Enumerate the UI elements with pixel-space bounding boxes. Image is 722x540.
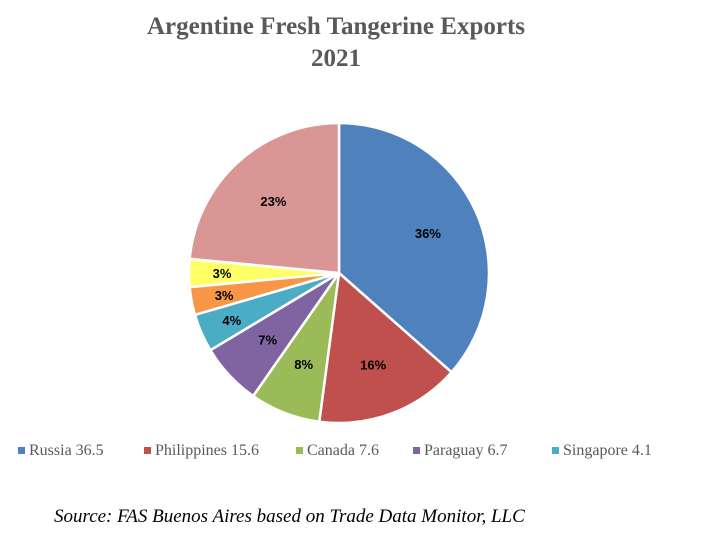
pie-labels: 36% 16% 8% 7% 4% 3% 3% 23%	[213, 194, 442, 372]
legend-item-philippines: Philippines 15.6	[144, 442, 259, 459]
legend-label: Russia 36.5	[29, 442, 104, 459]
legend-label: Singapore 4.1	[563, 442, 652, 459]
data-label-philippines: 16%	[360, 357, 386, 372]
data-label-singapore: 4%	[222, 313, 241, 328]
legend-swatch	[296, 447, 303, 454]
data-label-unlabeled-5: 3%	[215, 288, 234, 303]
legend-item-canada: Canada 7.6	[296, 442, 379, 459]
legend-item-singapore: Singapore 4.1	[552, 442, 652, 459]
legend-swatch	[413, 447, 420, 454]
legend-item-russia: Russia 36.5	[18, 442, 104, 459]
data-label-unlabeled-7: 23%	[260, 194, 286, 209]
data-label-russia: 36%	[415, 226, 441, 241]
legend-label: Philippines 15.6	[155, 442, 259, 459]
legend-swatch	[144, 447, 151, 454]
pie-slice-philippines	[317, 270, 454, 425]
pie-slices	[187, 121, 491, 425]
legend-item-paraguay: Paraguay 6.7	[413, 442, 508, 459]
legend: Russia 36.5 Philippines 15.6 Canada 7.6 Par…	[18, 442, 652, 459]
legend-swatch	[18, 447, 25, 454]
legend-swatch	[552, 447, 559, 454]
legend-label: Paraguay 6.7	[424, 442, 508, 459]
pie-slice-russia	[337, 121, 491, 374]
chart-title: Argentine Fresh Tangerine Exports	[147, 13, 525, 40]
legend-label: Canada 7.6	[307, 442, 379, 459]
chart-subtitle: 2021	[311, 45, 361, 72]
data-label-canada: 8%	[294, 357, 313, 372]
data-label-unlabeled-6: 3%	[213, 266, 232, 281]
pie-slice-unlabeled-7	[188, 121, 341, 275]
source-note: Source: FAS Buenos Aires based on Trade …	[54, 506, 525, 527]
data-label-paraguay: 7%	[258, 333, 277, 348]
